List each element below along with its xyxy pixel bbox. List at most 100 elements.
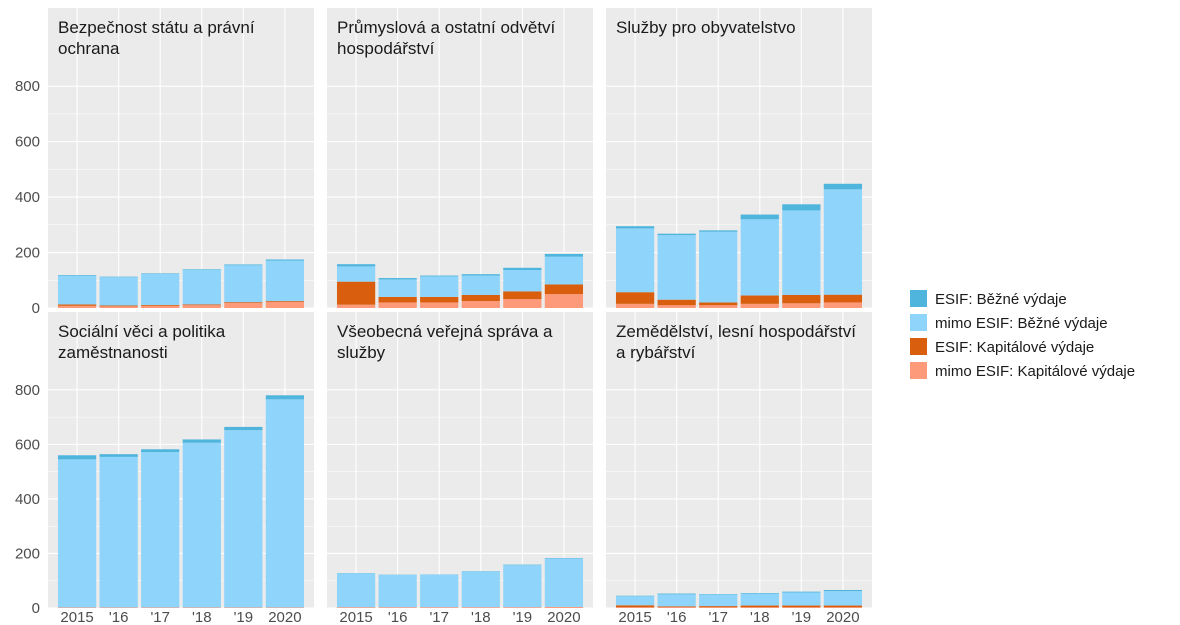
panel-title: hospodářství xyxy=(337,39,435,58)
legend-swatch xyxy=(910,290,927,307)
bar-segment xyxy=(182,442,221,608)
bar-segment xyxy=(544,253,584,257)
panel: Bezpečnost státu a právní ochrana xyxy=(48,8,314,309)
bar-segment xyxy=(823,591,863,606)
bar-segment xyxy=(336,304,376,308)
bar-segment xyxy=(740,219,779,296)
bar-segment xyxy=(461,571,500,608)
bar-segment xyxy=(615,226,655,229)
legend-swatch xyxy=(910,362,927,379)
bar-segment xyxy=(782,592,821,606)
panel-title: Bezpečnost státu a právní xyxy=(58,18,255,37)
bar-segment xyxy=(657,593,696,595)
y-tick-label: 400 xyxy=(15,189,40,206)
bar-segment xyxy=(823,607,863,608)
bar-segment xyxy=(699,606,738,608)
bar-segment xyxy=(615,596,655,606)
bar-segment xyxy=(823,302,863,308)
x-tick-label: 2020 xyxy=(268,609,301,625)
y-tick-label: 400 xyxy=(15,491,40,508)
legend-label: ESIF: Kapitálové výdaje xyxy=(935,339,1094,356)
bar-segment xyxy=(224,607,263,608)
x-tick-label: '16 xyxy=(109,609,129,625)
y-tick-label: 800 xyxy=(15,78,40,95)
bar-segment xyxy=(182,439,221,443)
bar-segment xyxy=(141,305,180,308)
bar-segment xyxy=(615,303,655,308)
bar-segment xyxy=(615,605,655,608)
bar-segment xyxy=(99,277,138,306)
bar-segment xyxy=(740,607,779,608)
bar-segment xyxy=(141,449,180,452)
bar-segment xyxy=(461,607,500,608)
panel-title: a rybářství xyxy=(616,343,696,362)
bar-segment xyxy=(336,607,376,608)
y-tick-label: 0 xyxy=(32,600,40,617)
bar-segment xyxy=(57,455,97,460)
bar-segment xyxy=(99,276,138,278)
bar-segment xyxy=(782,607,821,608)
bar-segment xyxy=(57,305,97,308)
bar-segment xyxy=(503,607,542,608)
bar-segment xyxy=(503,564,542,566)
bar-segment xyxy=(503,270,542,292)
bar-segment xyxy=(544,558,584,559)
bar-segment xyxy=(657,594,696,607)
bar-segment xyxy=(740,295,779,304)
bar-segment xyxy=(503,291,542,300)
bar-segment xyxy=(141,452,180,608)
panel-title: zaměstnanosti xyxy=(58,343,168,362)
x-tick-label: '17 xyxy=(150,609,170,625)
bar-segment xyxy=(461,275,500,295)
bar-segment xyxy=(544,294,584,308)
x-tick-label: 2015 xyxy=(618,609,651,625)
bar-segment xyxy=(57,607,97,608)
x-tick-label: '19 xyxy=(792,609,812,625)
panel-title: Průmyslová a ostatní odvětví xyxy=(337,18,556,37)
bar-segment xyxy=(57,304,97,306)
bar-segment xyxy=(740,593,779,606)
bar-segment xyxy=(265,607,305,608)
bar-segment xyxy=(740,303,779,308)
bar-segment xyxy=(224,264,263,266)
bar-segment xyxy=(265,260,305,302)
panel: Průmyslová a ostatní odvětví hospodářství xyxy=(327,8,593,309)
bar-segment xyxy=(99,456,138,608)
bar-segment xyxy=(461,274,500,276)
bar-segment xyxy=(182,304,221,306)
bar-segment xyxy=(544,256,584,285)
x-tick-label: '17 xyxy=(708,609,728,625)
bar-segment xyxy=(182,269,221,305)
bar-segment xyxy=(782,591,821,593)
bar-segment xyxy=(420,275,459,277)
x-tick-label: '16 xyxy=(388,609,408,625)
bar-segment xyxy=(182,305,221,308)
bar-segment xyxy=(699,230,738,232)
bar-segment xyxy=(224,265,263,303)
y-tick-label: 600 xyxy=(15,134,40,151)
bar-segment xyxy=(740,605,779,608)
bar-segment xyxy=(99,454,138,457)
legend: ESIF: Běžné výdaje mimo ESIF: Běžné výdaj… xyxy=(910,290,1135,380)
bar-segment xyxy=(182,269,221,270)
bar-segment xyxy=(699,302,738,306)
bar-segment xyxy=(461,301,500,308)
bar-segment xyxy=(265,259,305,261)
bar-segment xyxy=(336,264,376,267)
bar-segment xyxy=(503,267,542,271)
bar-segment xyxy=(657,299,696,306)
bar-segment xyxy=(99,306,138,308)
bar-segment xyxy=(57,459,97,608)
bar-segment xyxy=(657,233,696,236)
bar-segment xyxy=(461,294,500,302)
bar-segment xyxy=(782,605,821,608)
bar-segment xyxy=(740,593,779,594)
bar-segment xyxy=(336,266,376,282)
bar-segment xyxy=(615,595,655,597)
panel: Služby pro obyvatelstvo xyxy=(606,8,872,309)
y-tick-label: 0 xyxy=(32,300,40,317)
panel: Zemědělství, lesní hospodářství a rybářst… xyxy=(606,312,872,609)
panel-background xyxy=(48,8,314,308)
bar-segment xyxy=(141,273,180,305)
bar-segment xyxy=(657,606,696,608)
